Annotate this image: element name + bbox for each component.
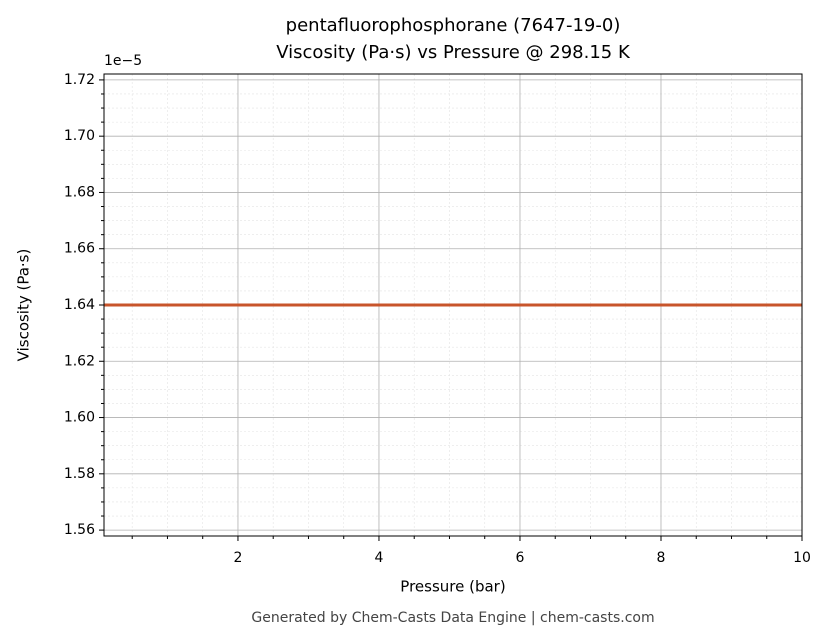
x-tick-label: 10 bbox=[793, 550, 811, 566]
y-tick-label: 1.66 bbox=[64, 241, 95, 257]
chart-title: pentafluorophosphorane (7647-19-0) bbox=[286, 15, 621, 36]
footer: Generated by Chem-Casts Data Engine | ch… bbox=[251, 610, 654, 626]
y-tick-label: 1.64 bbox=[64, 297, 95, 313]
y-axis-label: Viscosity (Pa·s) bbox=[15, 249, 33, 362]
x-axis-label: Pressure (bar) bbox=[400, 578, 505, 596]
y-tick-label: 1.62 bbox=[64, 353, 95, 369]
y-offset-label: 1e−5 bbox=[104, 53, 142, 69]
y-tick-label: 1.56 bbox=[64, 522, 95, 538]
x-tick-label: 2 bbox=[233, 550, 242, 566]
x-tick-label: 8 bbox=[657, 550, 666, 566]
chart-subtitle: Viscosity (Pa·s) vs Pressure @ 298.15 K bbox=[276, 42, 631, 63]
y-tick-label: 1.72 bbox=[64, 72, 95, 88]
y-tick-label: 1.68 bbox=[64, 184, 95, 200]
y-tick-label: 1.58 bbox=[64, 466, 95, 482]
x-tick-label: 4 bbox=[375, 550, 384, 566]
y-tick-label: 1.60 bbox=[64, 410, 95, 426]
plot-frame bbox=[103, 73, 803, 537]
y-tick-label: 1.70 bbox=[64, 128, 95, 144]
x-tick-label: 6 bbox=[516, 550, 525, 566]
